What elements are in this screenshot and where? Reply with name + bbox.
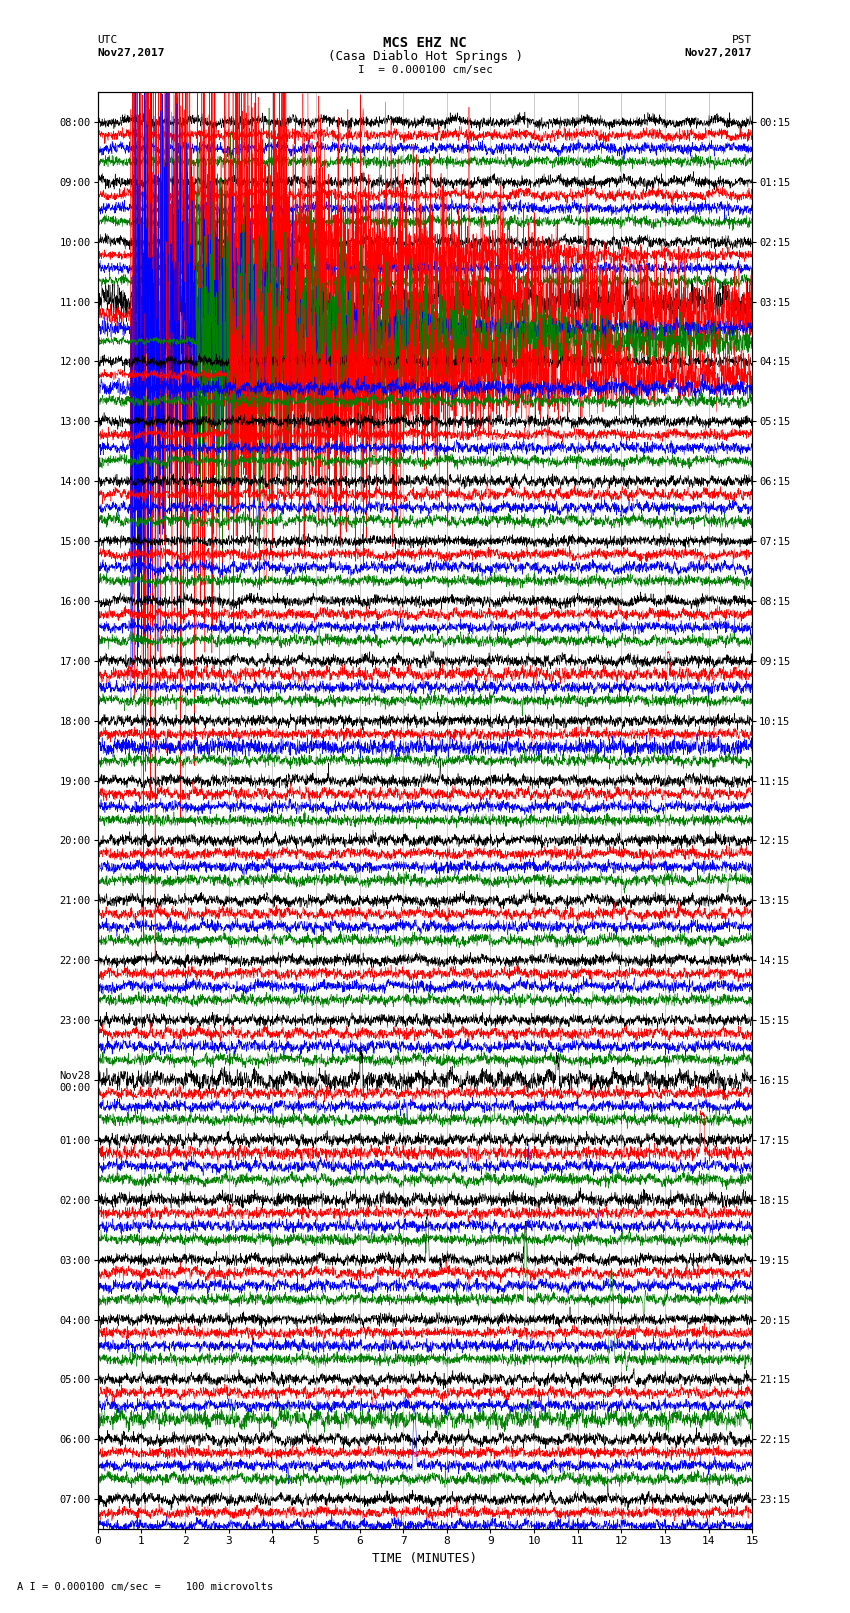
X-axis label: TIME (MINUTES): TIME (MINUTES) bbox=[372, 1552, 478, 1565]
Text: A I = 0.000100 cm/sec =    100 microvolts: A I = 0.000100 cm/sec = 100 microvolts bbox=[17, 1582, 273, 1592]
Text: UTC: UTC bbox=[98, 35, 118, 45]
Text: (Casa Diablo Hot Springs ): (Casa Diablo Hot Springs ) bbox=[327, 50, 523, 63]
Text: Nov27,2017: Nov27,2017 bbox=[685, 48, 752, 58]
Text: PST: PST bbox=[732, 35, 752, 45]
Text: Nov27,2017: Nov27,2017 bbox=[98, 48, 165, 58]
Text: MCS EHZ NC: MCS EHZ NC bbox=[383, 37, 467, 50]
Text: I  = 0.000100 cm/sec: I = 0.000100 cm/sec bbox=[358, 65, 492, 74]
